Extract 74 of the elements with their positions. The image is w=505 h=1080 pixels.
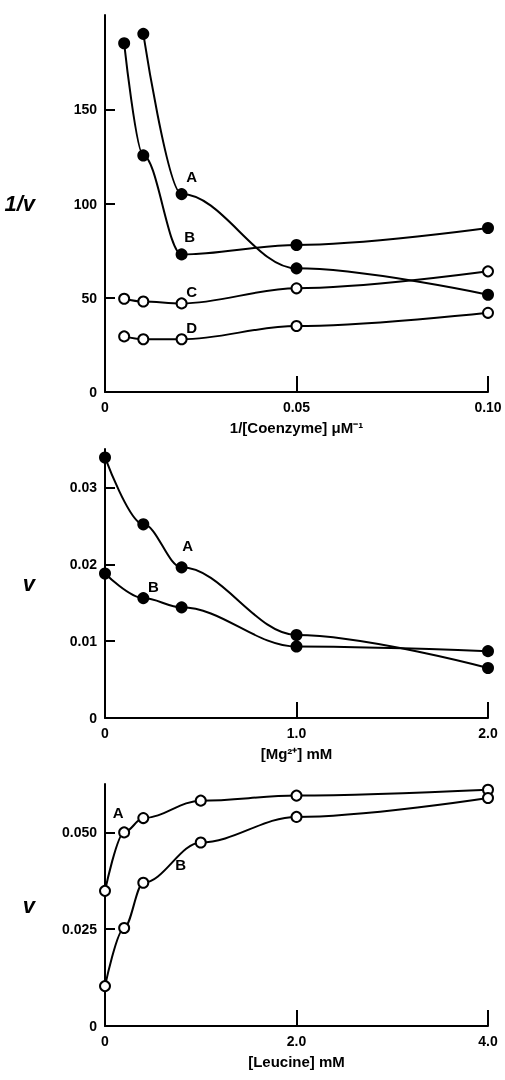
series-label: D [186,318,198,336]
y-tick-label: 150 [73,101,98,118]
y-tick-label: 0 [89,1018,98,1034]
point [118,292,131,305]
point [99,451,111,464]
point [99,980,111,993]
point [290,810,303,823]
point [175,601,188,614]
point [175,248,188,261]
point [137,518,150,531]
point [118,37,131,50]
point [137,333,150,346]
point [482,306,494,319]
point [290,282,303,295]
point [290,238,303,251]
series-label: B [147,577,159,595]
series-label: B [184,227,196,245]
y-tick-label: 100 [73,195,98,212]
point [290,640,303,653]
point [194,794,207,807]
y-tick-label: 0 [89,384,98,400]
point [482,645,494,658]
point [482,791,494,804]
point [482,222,494,234]
series-label: C [186,282,198,300]
x-tick-label: 0.05 [282,399,311,415]
y-axis-title: v [22,892,37,918]
x-tick-label: 4.0 [478,1033,498,1049]
y-tick-label: 0.03 [69,479,98,496]
series-label: A [186,167,198,185]
x-tick-label: 0.10 [474,399,502,415]
point [290,629,303,641]
point [290,262,303,275]
point [99,884,111,897]
point [175,297,188,310]
point [137,149,150,162]
x-axis-title: [Leucine] mM [248,1053,345,1070]
point [482,288,494,301]
point [137,295,150,308]
y-tick-label: 0.025 [61,921,98,938]
point [137,27,150,40]
point [175,188,188,201]
y-tick-label: 0.050 [61,824,98,841]
series-label: A [182,536,194,554]
point [194,836,207,849]
point [118,330,131,343]
x-tick-label: 0 [101,725,110,741]
y-tick-label: 0 [89,710,98,726]
series-label: B [175,855,187,873]
y-tick-label: 50 [81,289,98,306]
x-axis-title: [Mg²⁺] mM [260,745,333,762]
point [118,826,131,839]
series-label: A [112,803,124,821]
point [137,592,150,605]
point [137,876,150,889]
point [290,320,303,333]
point [482,662,494,675]
point [99,567,111,580]
y-axis-title: v [22,571,37,596]
point [175,561,188,574]
y-tick-label: 0.01 [69,633,98,650]
x-tick-label: 0 [101,399,110,415]
point [175,333,188,346]
x-tick-label: 2.0 [478,725,498,741]
x-tick-label: 0 [101,1033,110,1049]
point [137,812,150,825]
point [482,265,494,278]
y-tick-label: 0.02 [69,556,98,573]
point [290,789,303,802]
point [118,922,131,935]
x-tick-label: 1.0 [286,725,307,741]
x-axis-title: 1/[Coenzyme] μM⁻¹ [229,419,364,436]
y-axis-title: 1/v [4,191,37,216]
x-tick-label: 2.0 [286,1033,307,1049]
